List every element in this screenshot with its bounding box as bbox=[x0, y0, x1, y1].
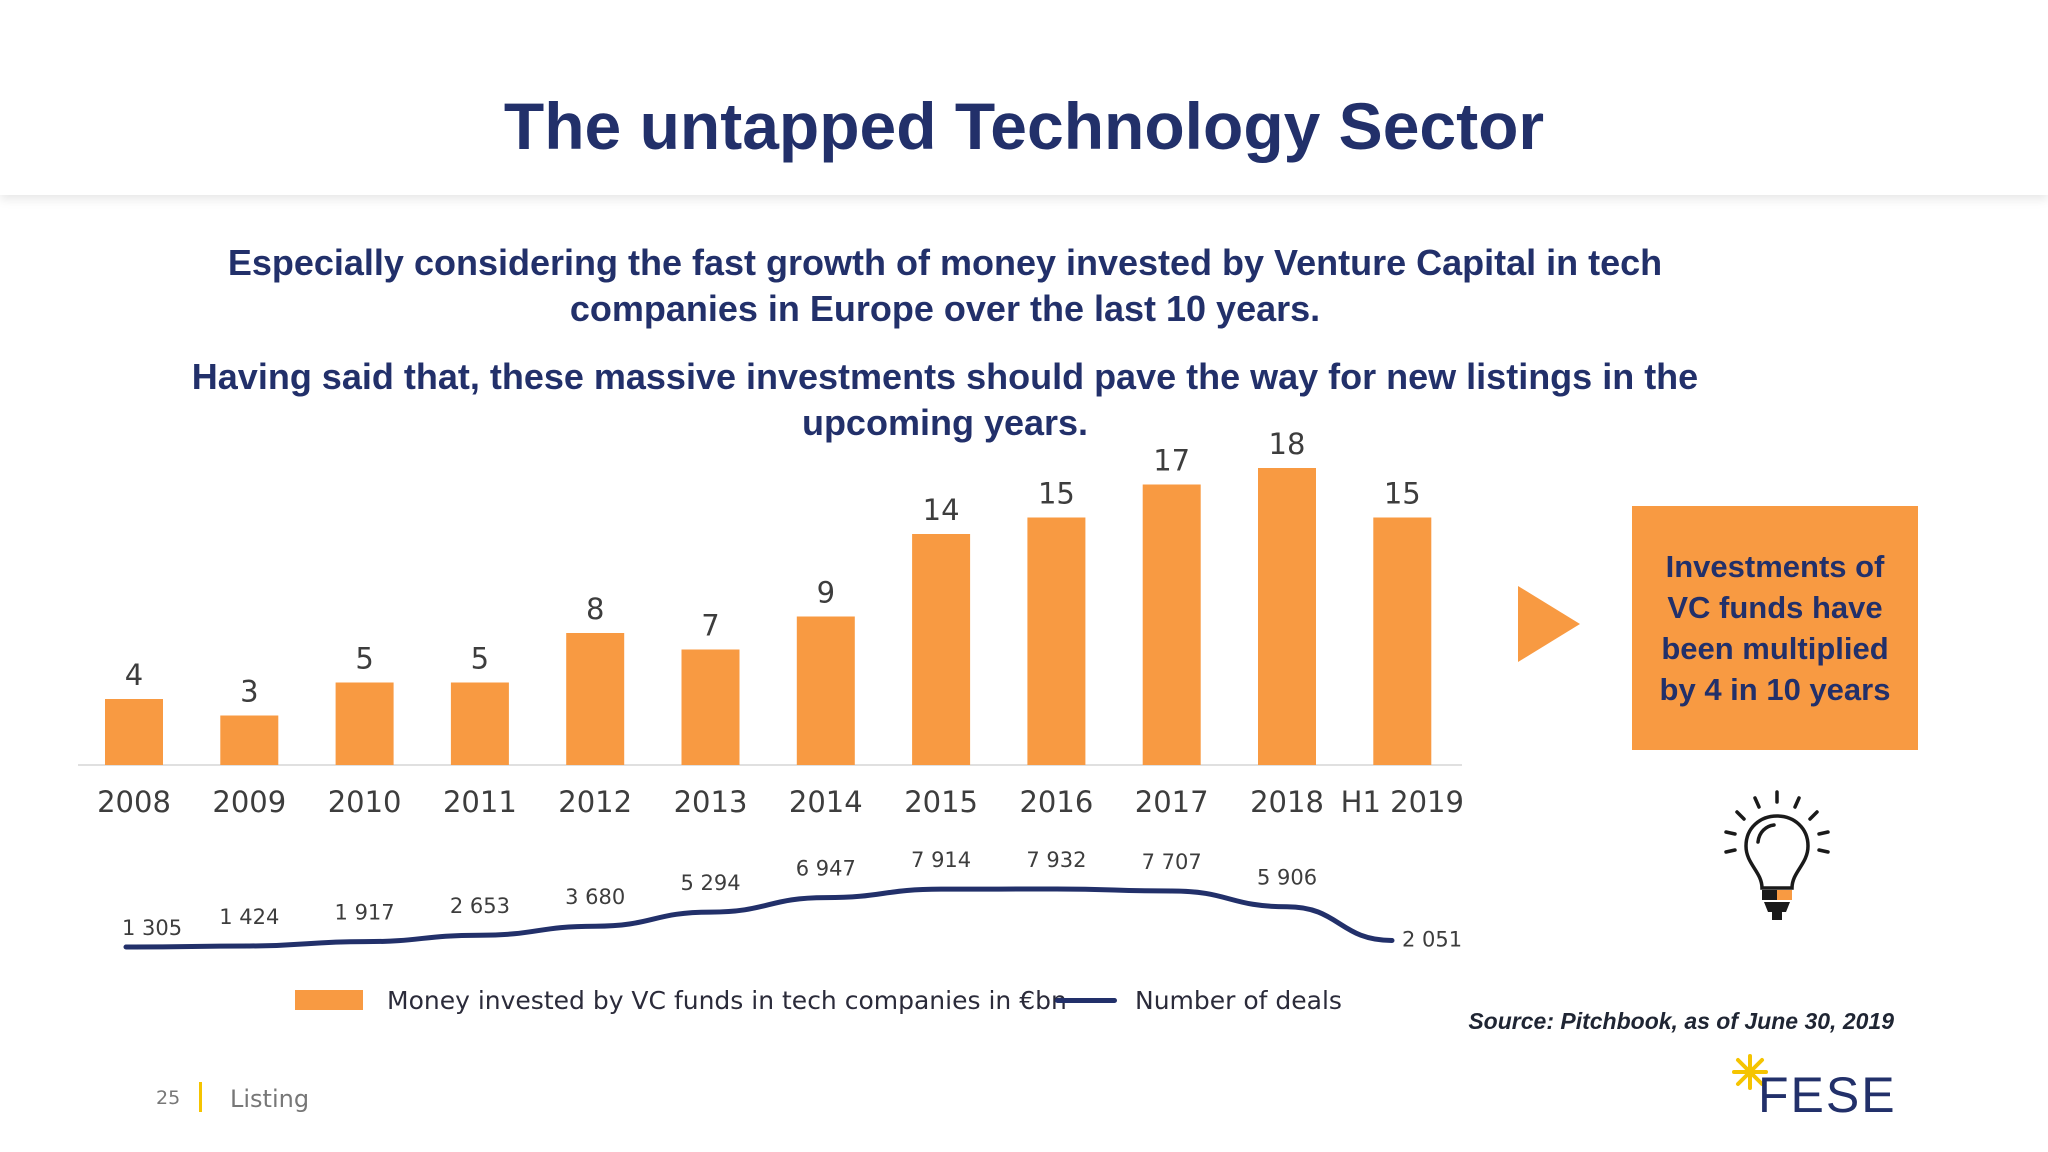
bar-2015 bbox=[912, 534, 971, 765]
bar-value-label: 5 bbox=[471, 642, 489, 676]
deal-value-label: 1 305 bbox=[122, 916, 182, 940]
bar-2016 bbox=[1027, 517, 1086, 765]
bar-2014 bbox=[796, 616, 855, 765]
bar-value-label: 8 bbox=[586, 592, 604, 626]
bar-2009 bbox=[220, 715, 279, 765]
callout-text: Investments of VC funds have been multip… bbox=[1659, 549, 1891, 707]
source-note: Source: Pitchbook, as of June 30, 2019 bbox=[1468, 1008, 1894, 1034]
deal-value-label: 5 906 bbox=[1257, 866, 1317, 890]
bar-value-label: 17 bbox=[1153, 444, 1190, 478]
deal-value-label: 1 424 bbox=[219, 905, 279, 929]
bar-value-label: 15 bbox=[1384, 477, 1421, 511]
page-title: The untapped Technology Sector bbox=[503, 89, 1545, 163]
category-label: 2011 bbox=[443, 785, 517, 819]
deal-value-label: 7 932 bbox=[1026, 848, 1086, 872]
bar-2012 bbox=[566, 633, 625, 765]
legend-line-swatch bbox=[1055, 997, 1117, 1003]
category-label: 2015 bbox=[904, 785, 978, 819]
footer-divider bbox=[199, 1082, 202, 1112]
deal-value-label: 7 707 bbox=[1142, 850, 1202, 874]
category-label: 2012 bbox=[558, 785, 632, 819]
deal-value-label: 5 294 bbox=[680, 871, 740, 895]
subtitle-growth: Especially considering the fast growth o… bbox=[227, 242, 1663, 329]
subtitle-listings: Having said that, these massive investme… bbox=[191, 356, 1699, 443]
deal-value-label: 2 653 bbox=[450, 894, 510, 918]
deal-value-label: 3 680 bbox=[565, 885, 625, 909]
deal-value-label: 2 051 bbox=[1402, 927, 1462, 951]
deals-series-line bbox=[123, 886, 1395, 950]
fese-logo-text: FESE bbox=[1758, 1067, 1897, 1123]
legend-money-label: Money invested by VC funds in tech compa… bbox=[387, 985, 1067, 1015]
bar-2013 bbox=[681, 649, 740, 765]
bar-value-label: 4 bbox=[125, 658, 143, 692]
header-band bbox=[0, 0, 2048, 195]
bar-value-label: 18 bbox=[1269, 427, 1306, 461]
fese-logo-star-icon bbox=[1732, 1054, 1768, 1090]
bar-2008 bbox=[105, 699, 163, 765]
bar-value-label: 14 bbox=[923, 493, 960, 527]
deal-value-label: 6 947 bbox=[796, 857, 856, 881]
category-label: 2010 bbox=[328, 785, 402, 819]
fese-logo: FESE bbox=[1730, 1052, 1910, 1123]
bar-value-label: 9 bbox=[817, 576, 835, 610]
category-label: 2014 bbox=[789, 785, 863, 819]
category-label: 2018 bbox=[1250, 785, 1324, 819]
legend-bar-swatch bbox=[295, 990, 363, 1010]
callout-box: Investments of VC funds have been multip… bbox=[1632, 506, 1918, 750]
bar-value-label: 15 bbox=[1038, 477, 1075, 511]
bar-value-label: 5 bbox=[355, 642, 373, 676]
bar-value-label: 3 bbox=[240, 675, 258, 709]
category-label: 2008 bbox=[97, 785, 171, 819]
bar-2017 bbox=[1142, 484, 1201, 765]
bar-value-label: 7 bbox=[701, 609, 719, 643]
legend-deals: Number of deals bbox=[1055, 982, 1342, 1018]
legend-deals-label: Number of deals bbox=[1135, 985, 1342, 1015]
bar-H1-2019 bbox=[1373, 517, 1432, 765]
category-label: 2013 bbox=[674, 785, 748, 819]
category-label: 2016 bbox=[1019, 785, 1093, 819]
footer-section: Listing bbox=[230, 1085, 310, 1113]
lightbulb-icon bbox=[1724, 790, 1830, 920]
bar-2011 bbox=[450, 682, 509, 765]
bar-2018 bbox=[1258, 468, 1316, 765]
category-label: H1 2019 bbox=[1341, 785, 1464, 819]
page-number: 25 bbox=[156, 1087, 181, 1109]
category-label: 2017 bbox=[1135, 785, 1209, 819]
deal-value-label: 1 917 bbox=[335, 901, 395, 925]
arrow-right-icon bbox=[1518, 586, 1580, 662]
bar-2010 bbox=[335, 682, 394, 765]
legend-money: Money invested by VC funds in tech compa… bbox=[295, 982, 1067, 1018]
deal-value-label: 7 914 bbox=[911, 848, 971, 872]
category-label: 2009 bbox=[212, 785, 286, 819]
